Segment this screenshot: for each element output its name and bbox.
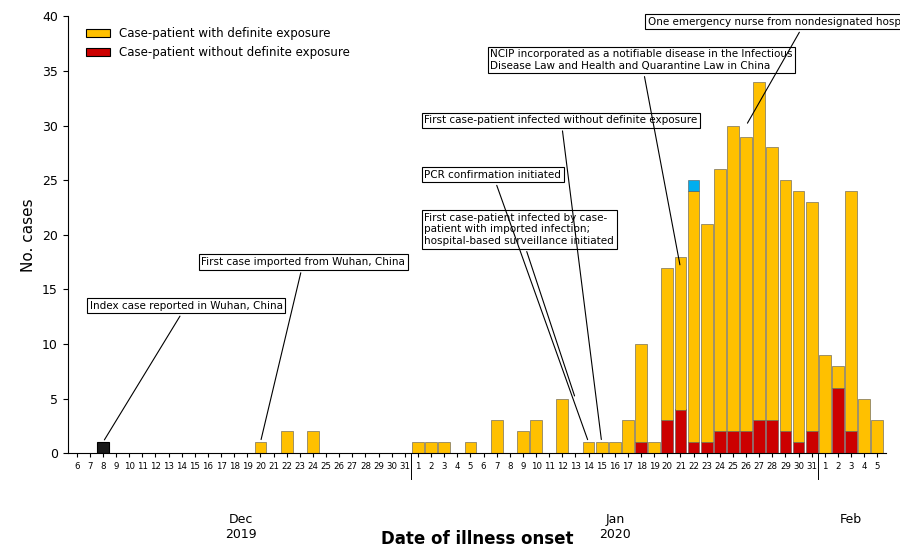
Bar (648, 442, 660, 453)
Legend: Case-patient with definite exposure, Case-patient without definite exposure: Case-patient with definite exposure, Cas… (82, 22, 355, 64)
Bar (556, 399, 568, 453)
Bar (307, 431, 319, 453)
Text: Feb: Feb (840, 513, 862, 526)
Bar (753, 82, 765, 420)
Bar (859, 399, 870, 453)
Text: Index case reported in Wuhan, China: Index case reported in Wuhan, China (90, 301, 283, 440)
Bar (635, 344, 647, 442)
Bar (845, 431, 857, 453)
Bar (793, 191, 805, 442)
Text: One emergency nurse from nondesignated hospital infected: One emergency nurse from nondesignated h… (648, 17, 900, 123)
Bar (727, 431, 739, 453)
Bar (701, 224, 713, 442)
Bar (596, 442, 608, 453)
Bar (281, 431, 292, 453)
Bar (491, 420, 502, 453)
Bar (727, 126, 739, 431)
Bar (806, 202, 817, 431)
Bar (635, 442, 647, 453)
Y-axis label: No. cases: No. cases (22, 198, 36, 271)
Bar (425, 442, 437, 453)
Bar (767, 420, 778, 453)
Bar (753, 420, 765, 453)
Bar (819, 355, 831, 453)
Text: First case-patient infected by case-
patient with imported infection;
hospital-b: First case-patient infected by case- pat… (425, 213, 614, 396)
Bar (779, 180, 791, 431)
Bar (740, 431, 752, 453)
Text: PCR confirmation initiated: PCR confirmation initiated (425, 170, 588, 440)
Bar (688, 442, 699, 453)
Bar (674, 257, 687, 410)
Bar (609, 442, 621, 453)
Text: NCIP incorporated as a notifiable disease in the Infectious
Disease Law and Heal: NCIP incorporated as a notifiable diseas… (491, 49, 793, 265)
Bar (845, 191, 857, 431)
Bar (674, 410, 687, 453)
Text: First case-patient infected without definite exposure: First case-patient infected without defi… (425, 115, 698, 440)
Text: Date of illness onset: Date of illness onset (381, 530, 573, 546)
Bar (832, 366, 844, 388)
Bar (255, 442, 266, 453)
Text: Jan
2020: Jan 2020 (598, 513, 631, 541)
Bar (701, 442, 713, 453)
Bar (438, 442, 450, 453)
Bar (871, 420, 883, 453)
Bar (97, 442, 109, 453)
Bar (464, 442, 476, 453)
Bar (412, 442, 424, 453)
Bar (806, 431, 817, 453)
Bar (662, 420, 673, 453)
Bar (767, 147, 778, 420)
Bar (582, 442, 595, 453)
Text: Dec
2019: Dec 2019 (225, 513, 256, 541)
Bar (740, 136, 752, 431)
Bar (688, 191, 699, 442)
Bar (662, 268, 673, 420)
Bar (622, 420, 634, 453)
Bar (714, 431, 725, 453)
Bar (793, 442, 805, 453)
Bar (517, 431, 529, 453)
Bar (714, 169, 725, 431)
Bar (779, 431, 791, 453)
Bar (832, 388, 844, 453)
Bar (688, 180, 699, 191)
Text: First case imported from Wuhan, China: First case imported from Wuhan, China (202, 257, 405, 440)
Bar (530, 420, 542, 453)
